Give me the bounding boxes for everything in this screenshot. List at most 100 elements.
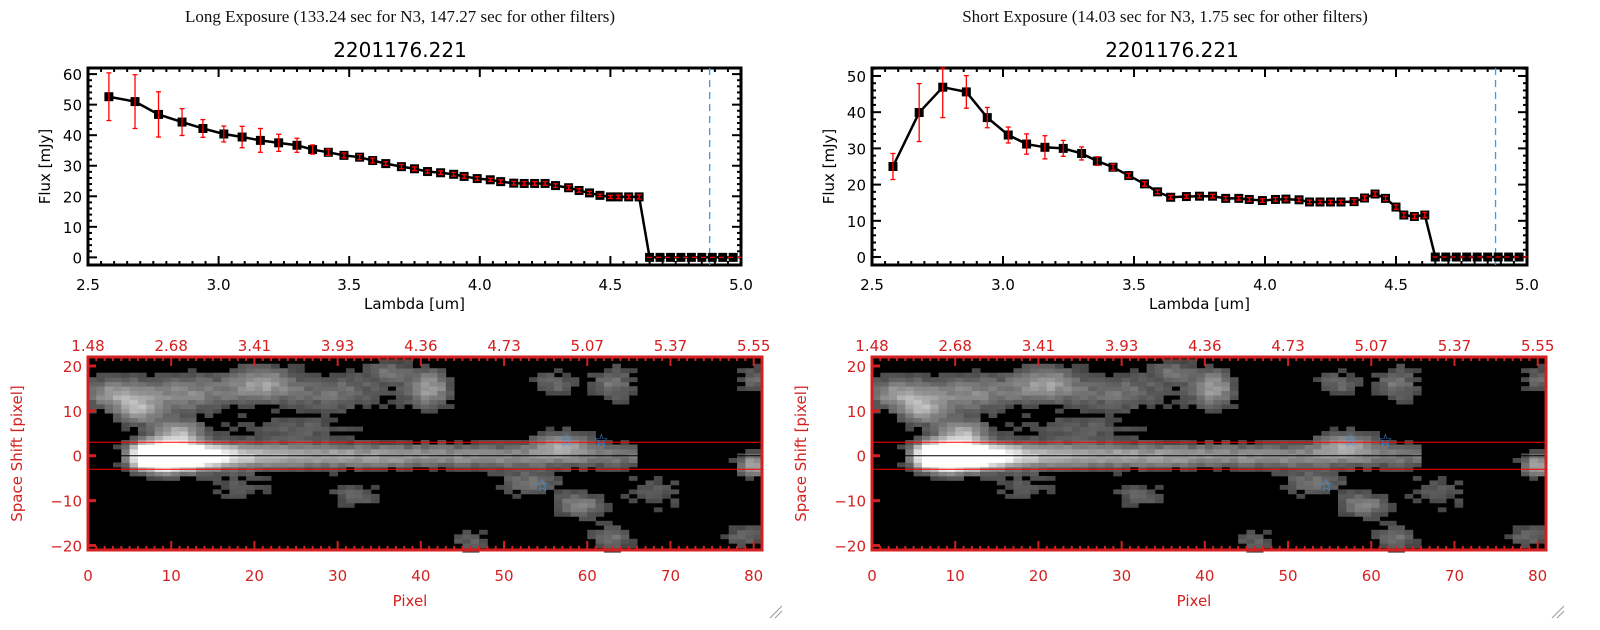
heatmap-cell [187, 435, 197, 441]
heatmap-cell [329, 489, 339, 495]
heatmap-cell [1537, 372, 1547, 378]
heatmap-cell [154, 426, 164, 432]
heatmap-cell [1537, 457, 1547, 463]
heatmap-cell [1221, 395, 1231, 401]
heatmap-cell [379, 386, 388, 392]
heatmap-cell [462, 543, 472, 549]
heatmap-cell [1088, 444, 1098, 450]
heatmap-cell [603, 381, 613, 387]
heatmap-cell [1404, 372, 1414, 378]
heatmap-cell [271, 417, 280, 423]
heatmap-cell [971, 435, 981, 441]
heatmap-cell [221, 422, 230, 427]
heatmap-cell [129, 381, 139, 387]
heatmap-cell [996, 381, 1006, 387]
heatmap-cell [262, 444, 272, 450]
heatmap-cell [653, 480, 663, 486]
resize-grip-icon[interactable] [769, 605, 783, 619]
y-axis-label: Space Shift [pixel] [8, 385, 26, 522]
heatmap-cell [737, 377, 746, 383]
heatmap-cell [670, 502, 680, 508]
heatmap-cell [137, 449, 147, 454]
heatmap-cell [187, 417, 197, 423]
resize-grip-icon[interactable] [1551, 605, 1565, 619]
heatmap-cell [121, 426, 131, 432]
heatmap-cell [1404, 449, 1414, 454]
heatmap-cell [988, 413, 998, 418]
heatmap-cell [930, 457, 939, 463]
heatmap-cell [420, 404, 430, 410]
heatmap-cell [963, 399, 973, 405]
heatmap-cell [162, 408, 172, 414]
heatmap-cell [345, 449, 355, 454]
heatmap-cell [504, 449, 513, 454]
heatmap-cell [946, 457, 956, 463]
heatmap-cell [938, 395, 948, 401]
heatmap-cell [603, 368, 613, 374]
heatmap-cell [1521, 377, 1530, 383]
heatmap-cell [938, 404, 948, 410]
heatmap-cell [329, 386, 339, 392]
heatmap-cell [271, 408, 280, 414]
heatmap-cell [329, 417, 339, 423]
heatmap-cell [379, 462, 388, 468]
heatmap-cell [1154, 377, 1164, 383]
heatmap-cell [1321, 462, 1331, 468]
heatmap-cell [479, 538, 488, 544]
heatmap-cell [287, 386, 297, 392]
heatmap-cell [504, 462, 513, 468]
heatmap-cell [1454, 498, 1464, 504]
heatmap-cell [495, 444, 505, 450]
heatmap-cell [1196, 377, 1206, 383]
heatmap-cell [495, 471, 505, 477]
heatmap-cell [1138, 426, 1147, 432]
heatmap-cell [1163, 404, 1172, 410]
heatmap-cell [1113, 390, 1123, 396]
heatmap-cell [1288, 449, 1297, 454]
heatmap-cell [1096, 417, 1106, 423]
heatmap-cell [1104, 399, 1114, 405]
y-tick-label: −20 [834, 538, 866, 556]
heatmap-cell [212, 408, 222, 414]
heatmap-cell [1129, 457, 1139, 463]
heatmap-cell [1521, 529, 1530, 535]
heatmap-cell [562, 386, 572, 392]
heatmap-cell [204, 457, 214, 463]
heatmap-cell [963, 404, 973, 410]
heatmap-cell [1429, 489, 1439, 495]
heatmap-cell [645, 498, 655, 504]
heatmap-cell [1346, 498, 1356, 504]
heatmap-cell [470, 462, 480, 468]
heatmap-cell [980, 386, 989, 392]
heatmap-cell [1088, 435, 1098, 441]
heatmap-cell [1354, 489, 1364, 495]
heatmap-cell [429, 449, 438, 454]
heatmap-cell [653, 475, 663, 481]
heatmap-cell [1196, 399, 1206, 405]
heatmap-cell [1096, 435, 1106, 441]
heatmap-cell [880, 399, 890, 405]
heatmap-cell [279, 368, 289, 374]
heatmap-cell [279, 457, 289, 463]
heatmap-cell [1437, 489, 1447, 495]
heatmap-cell [1080, 399, 1089, 405]
short-spectral-image: ☆ ☆☆01.48102.68203.41303.93404.36504.7360… [792, 337, 1554, 610]
heatmap-cell [971, 444, 981, 450]
heatmap-cell [237, 457, 247, 463]
heatmap-cell [587, 516, 596, 522]
heatmap-cell [437, 368, 447, 374]
heatmap-cell [279, 431, 289, 436]
heatmap-cell [1313, 377, 1322, 383]
heatmap-cell [504, 480, 513, 486]
y-tick-label: 20 [847, 358, 866, 376]
heatmap-cell [1088, 404, 1098, 410]
heatmap-cell [379, 404, 388, 410]
heatmap-cell [1188, 381, 1197, 387]
heatmap-cell [179, 417, 189, 423]
heatmap-cell [387, 368, 397, 374]
heatmap-cell [1346, 502, 1356, 508]
heatmap-cell [930, 386, 939, 392]
heatmap-cell [1346, 386, 1356, 392]
heatmap-cell [921, 435, 931, 441]
heatmap-cell [254, 363, 264, 369]
